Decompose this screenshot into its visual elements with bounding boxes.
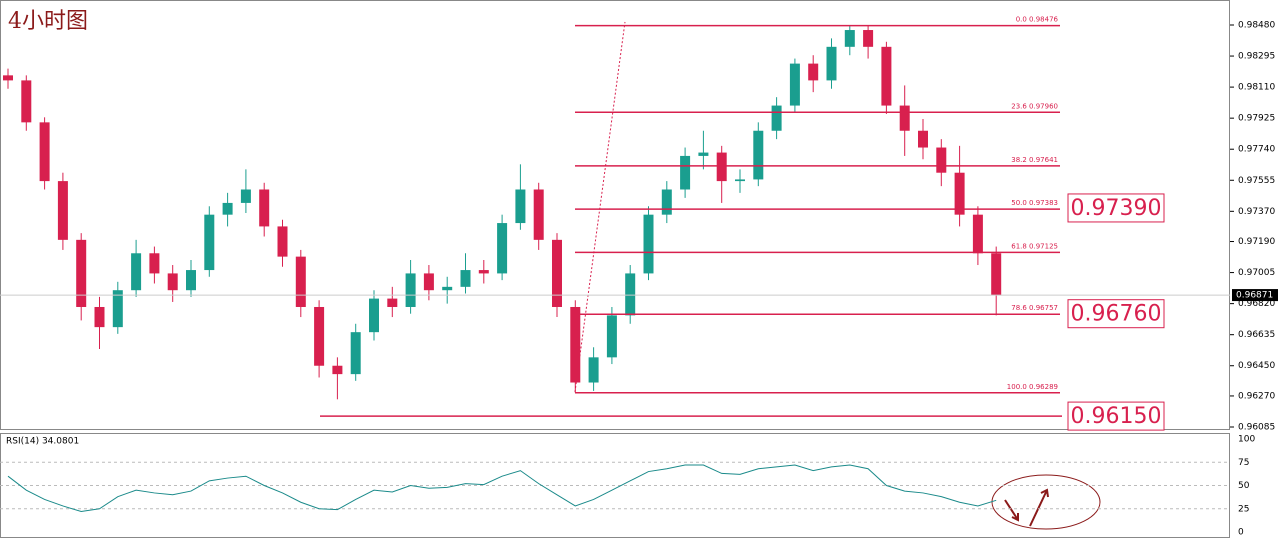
candle-body [881, 46, 892, 106]
candle-body [57, 181, 68, 240]
candle-body [460, 270, 471, 287]
y-tick-label: 0.97190 [1238, 237, 1275, 247]
candle-body [149, 253, 160, 274]
candle-body [972, 214, 983, 254]
candle-body [350, 332, 361, 375]
candle-body [423, 273, 434, 291]
candle-body [899, 105, 910, 131]
rsi-title: RSI(14) 34.0801 [6, 437, 79, 447]
y-tick-label: 0.96635 [1238, 330, 1275, 340]
y-tick-label: 0.97370 [1238, 207, 1275, 217]
candle-body [936, 147, 947, 173]
candle-body [625, 273, 636, 316]
candle-body [76, 239, 87, 307]
price-panel [0, 0, 1230, 430]
rsi-tick-label: 75 [1238, 458, 1249, 468]
candle-body [314, 306, 325, 366]
candle-body [643, 214, 654, 274]
candle-body [94, 306, 105, 328]
annotation-label: 0.97390 [1071, 196, 1162, 221]
candle-body [405, 273, 416, 307]
rsi-tick-label: 100 [1238, 435, 1255, 445]
fib-label: 61.8 0.97125 [1011, 242, 1058, 250]
arrows [1004, 488, 1049, 527]
candle-body [21, 80, 32, 123]
candle-body [442, 286, 453, 291]
y-tick-label: 0.96450 [1238, 361, 1275, 371]
fib-label: 50.0 0.97383 [1011, 199, 1058, 207]
candle-body [259, 189, 270, 227]
candle-body [186, 270, 196, 291]
candle-body [753, 130, 764, 180]
candle-body [515, 189, 526, 224]
y-tick-label: 0.97005 [1238, 268, 1275, 278]
candle-body [112, 290, 123, 328]
candle-body [3, 75, 13, 81]
candle-body [808, 63, 819, 81]
highlight-ellipse [991, 474, 1101, 530]
fib-label: 100.0 0.96289 [1007, 383, 1058, 391]
candle-body [716, 152, 727, 182]
y-tick-label: 0.97925 [1238, 114, 1275, 124]
chart-title: 4小时图 [8, 9, 88, 34]
y-tick-label: 0.96820 [1238, 299, 1275, 309]
y-tick-label: 0.96085 [1238, 423, 1275, 433]
fib-label: 38.2 0.97641 [1011, 156, 1058, 164]
annotation-label: 0.96150 [1071, 404, 1162, 429]
candle-body [826, 46, 837, 81]
candle-body [606, 315, 617, 358]
candle-body [680, 155, 691, 190]
fib-label: 23.6 0.97960 [1011, 102, 1058, 110]
annotation-box [1067, 193, 1165, 223]
fib-label: 78.6 0.96757 [1011, 304, 1058, 312]
trend-line [574, 21, 626, 393]
candle-body [661, 189, 672, 215]
candle-body [735, 179, 745, 182]
current-price-label: 0.96871 [1236, 291, 1273, 301]
candle-body [991, 253, 1002, 296]
y-tick-label: 0.96270 [1238, 391, 1275, 401]
candle-body [277, 226, 288, 257]
fib-label: 0.0 0.98476 [1016, 16, 1059, 24]
candle-body [369, 298, 379, 333]
candle-body [863, 30, 874, 47]
candle-body [387, 298, 398, 307]
candle-body [954, 172, 965, 215]
candle-body [497, 223, 508, 274]
candle-body [167, 273, 178, 291]
annotation-box [1067, 299, 1165, 329]
y-tick-label: 0.97555 [1238, 176, 1275, 186]
candle-body [552, 239, 562, 307]
candle-body [698, 152, 709, 156]
annotation-label: 0.96760 [1071, 302, 1162, 327]
candle-body [533, 189, 544, 240]
candle-body [771, 105, 782, 131]
candle-body [332, 365, 343, 375]
candle-body [789, 63, 800, 106]
candle-body [588, 357, 599, 383]
candle-body [478, 270, 489, 274]
candle-body [222, 202, 233, 215]
candle-body [240, 189, 251, 203]
annotation-box [1067, 401, 1165, 431]
candle-body [295, 256, 306, 307]
candle-body [39, 122, 50, 182]
rsi-tick-label: 25 [1238, 504, 1249, 514]
y-tick-label: 0.98480 [1238, 21, 1275, 31]
y-tick-label: 0.98295 [1238, 52, 1275, 62]
rsi-tick-label: 50 [1238, 481, 1250, 491]
candle-body [204, 214, 215, 271]
candle-body [844, 30, 855, 47]
current-price-box [1232, 289, 1278, 302]
y-tick-label: 0.97740 [1238, 145, 1275, 155]
candle-body [570, 306, 581, 383]
y-tick-label: 0.98110 [1238, 83, 1275, 93]
rsi-tick-label: 0 [1238, 528, 1244, 538]
candle-body [131, 253, 142, 291]
rsi-line [7, 464, 997, 513]
candle-body [918, 130, 928, 148]
